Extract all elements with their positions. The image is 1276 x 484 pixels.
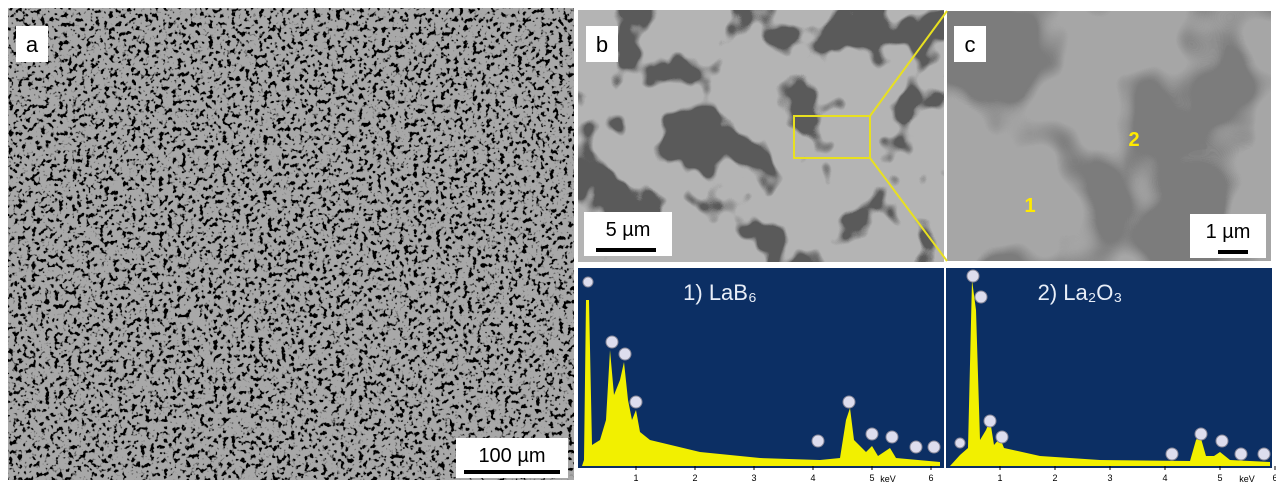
spectrum-title: 1) LaB₆ [683,280,757,305]
panel-label: b [596,32,608,57]
x-tick-label: 1 [633,473,638,483]
panel-b: b 5 µm [578,10,944,262]
spectrum-1: 1) LaB₆ [578,268,944,468]
scale-text: 5 µm [606,219,651,241]
scale-text: 100 µm [478,445,545,467]
scale-bar [1218,250,1248,254]
x-tick-label: 2 [1052,473,1057,483]
scale-bar [464,470,560,474]
x-axis-unit: keV [880,474,896,484]
x-tick-label: 3 [751,473,756,483]
spectrum-2: 2) La₂O₃ [946,268,1272,468]
scale-text: 1 µm [1206,221,1251,243]
x-tick-label: 3 [1107,473,1112,483]
point-label: 2 [1128,129,1139,151]
x-tick-label: 5 [1217,473,1222,483]
spectrum-title: 2) La₂O₃ [1038,280,1123,305]
scale-bar [596,248,656,252]
x-tick-label: 2 [692,473,697,483]
x-axis-unit: keV [1239,474,1255,484]
panel-label: a [26,32,39,57]
x-tick-label: 6 [1272,473,1276,483]
x-tick-label: 4 [810,473,815,483]
figure: a 100 µm b 5 µm c 1 2 1 µm 1) LaB₆ [0,0,1276,484]
panel-label: c [965,32,976,57]
point-label: 1 [1024,195,1035,217]
panel-a: a 100 µm [8,8,574,480]
x-tick-label: 4 [1162,473,1167,483]
x-tick-label: 1 [997,473,1002,483]
panel-c: c 1 2 1 µm [947,11,1271,261]
sem-image [8,8,574,480]
x-tick-label: 6 [928,473,933,483]
x-tick-label: 5 [869,473,874,483]
